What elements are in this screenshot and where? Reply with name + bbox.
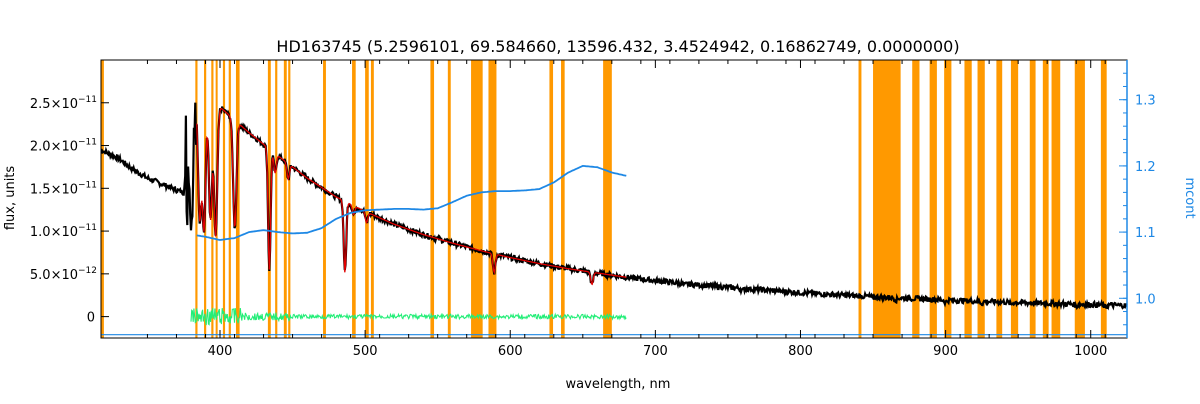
mask-band [1042,60,1049,338]
chart-title: HD163745 (5.2596101, 69.584660, 13596.43… [276,37,959,56]
mask-band [1010,60,1019,338]
mask-band [964,60,972,338]
x-tick-label: 900 [933,344,958,359]
x-tick-label: 700 [643,344,668,359]
mask-band [471,60,483,338]
x-tick-label: 400 [208,344,233,359]
residual-line [190,307,627,326]
mask-band [1074,60,1085,338]
x-tick-label: 1000 [1074,344,1107,359]
mask-bands-layer [101,60,1107,338]
y-tick-label: 5.0×10−12 [30,266,97,283]
mask-band [222,60,226,338]
mask-band [365,60,369,338]
mask-band [275,60,278,338]
y-axis-label: flux, units [3,166,18,231]
x-tick-label: 600 [498,344,523,359]
y-tick-label: 2.5×10−11 [30,95,97,112]
x-tick-label: 500 [353,344,378,359]
mask-band [101,60,104,338]
y-tick-label: 1.5×10−11 [30,180,97,197]
axes-layer: 400 500 600 700 800 900 1000 0 5.0×10−12 1.0×10−1… [30,60,1156,359]
observed-spectrum-line [100,102,1128,311]
mask-band [1100,60,1107,338]
mask-band [858,60,862,338]
mcont-line [196,164,627,241]
mask-band [1051,60,1061,338]
mask-band [352,60,356,338]
mask-band [228,60,231,338]
model-spectrum-line [196,107,627,286]
mask-band [549,60,554,338]
y-tick-label: 2.0×10−11 [30,138,97,155]
y-tick-label: 0 [87,311,95,326]
mask-band [996,60,1003,338]
y2-tick-label: 1.1 [1135,226,1156,241]
x-tick-label: 800 [788,344,813,359]
mask-band [944,60,952,338]
mask-band [288,60,291,338]
mask-band [561,60,565,338]
y2-tick-label: 1.3 [1135,94,1156,109]
mask-band [1029,60,1036,338]
mask-band [977,60,985,338]
x-axis-label: wavelength, nm [566,377,671,392]
series-layer [100,102,1128,336]
mask-band [873,60,901,338]
mask-band [912,60,920,338]
y2-tick-label: 1.2 [1135,160,1156,175]
mask-band [430,60,435,338]
mask-band [323,60,326,338]
mask-band [283,60,287,338]
mask-band [267,60,271,338]
mask-band [235,60,240,338]
plot-frame [100,59,1128,339]
mask-band [603,60,612,338]
y2-tick-label: 1.0 [1135,292,1156,307]
mask-band [195,60,198,338]
y2-axis-label: mcont [1182,177,1197,218]
mask-band [447,60,451,338]
mask-band [370,60,374,338]
mask-band [929,60,937,338]
mask-band [488,60,497,338]
y-tick-label: 1.0×10−11 [30,223,97,240]
